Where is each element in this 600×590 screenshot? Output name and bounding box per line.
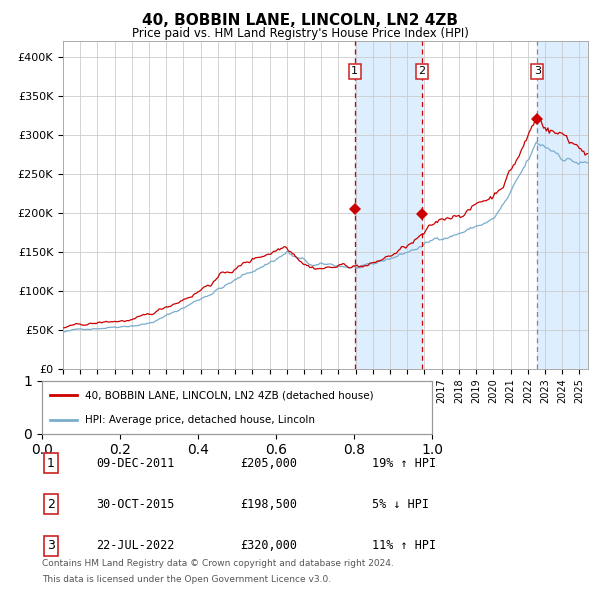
Text: 5% ↓ HPI: 5% ↓ HPI <box>372 498 429 511</box>
Text: £205,000: £205,000 <box>240 457 297 470</box>
Text: 2: 2 <box>418 66 425 76</box>
Text: £320,000: £320,000 <box>240 539 297 552</box>
Text: 22-JUL-2022: 22-JUL-2022 <box>96 539 175 552</box>
Text: 30-OCT-2015: 30-OCT-2015 <box>96 498 175 511</box>
Text: This data is licensed under the Open Government Licence v3.0.: This data is licensed under the Open Gov… <box>42 575 331 584</box>
Text: 3: 3 <box>47 539 55 552</box>
Bar <box>537 41 588 369</box>
Text: 40, BOBBIN LANE, LINCOLN, LN2 4ZB: 40, BOBBIN LANE, LINCOLN, LN2 4ZB <box>142 13 458 28</box>
Text: 19% ↑ HPI: 19% ↑ HPI <box>372 457 436 470</box>
Text: 1: 1 <box>351 66 358 76</box>
Text: HPI: Average price, detached house, Lincoln: HPI: Average price, detached house, Linc… <box>85 415 315 425</box>
Text: 11% ↑ HPI: 11% ↑ HPI <box>372 539 436 552</box>
Text: Contains HM Land Registry data © Crown copyright and database right 2024.: Contains HM Land Registry data © Crown c… <box>42 559 394 568</box>
Text: 1: 1 <box>47 457 55 470</box>
Bar <box>355 41 422 369</box>
Text: £198,500: £198,500 <box>240 498 297 511</box>
Text: Price paid vs. HM Land Registry's House Price Index (HPI): Price paid vs. HM Land Registry's House … <box>131 27 469 40</box>
Text: 2: 2 <box>47 498 55 511</box>
Text: 3: 3 <box>534 66 541 76</box>
Text: 09-DEC-2011: 09-DEC-2011 <box>96 457 175 470</box>
Text: 40, BOBBIN LANE, LINCOLN, LN2 4ZB (detached house): 40, BOBBIN LANE, LINCOLN, LN2 4ZB (detac… <box>85 391 374 401</box>
